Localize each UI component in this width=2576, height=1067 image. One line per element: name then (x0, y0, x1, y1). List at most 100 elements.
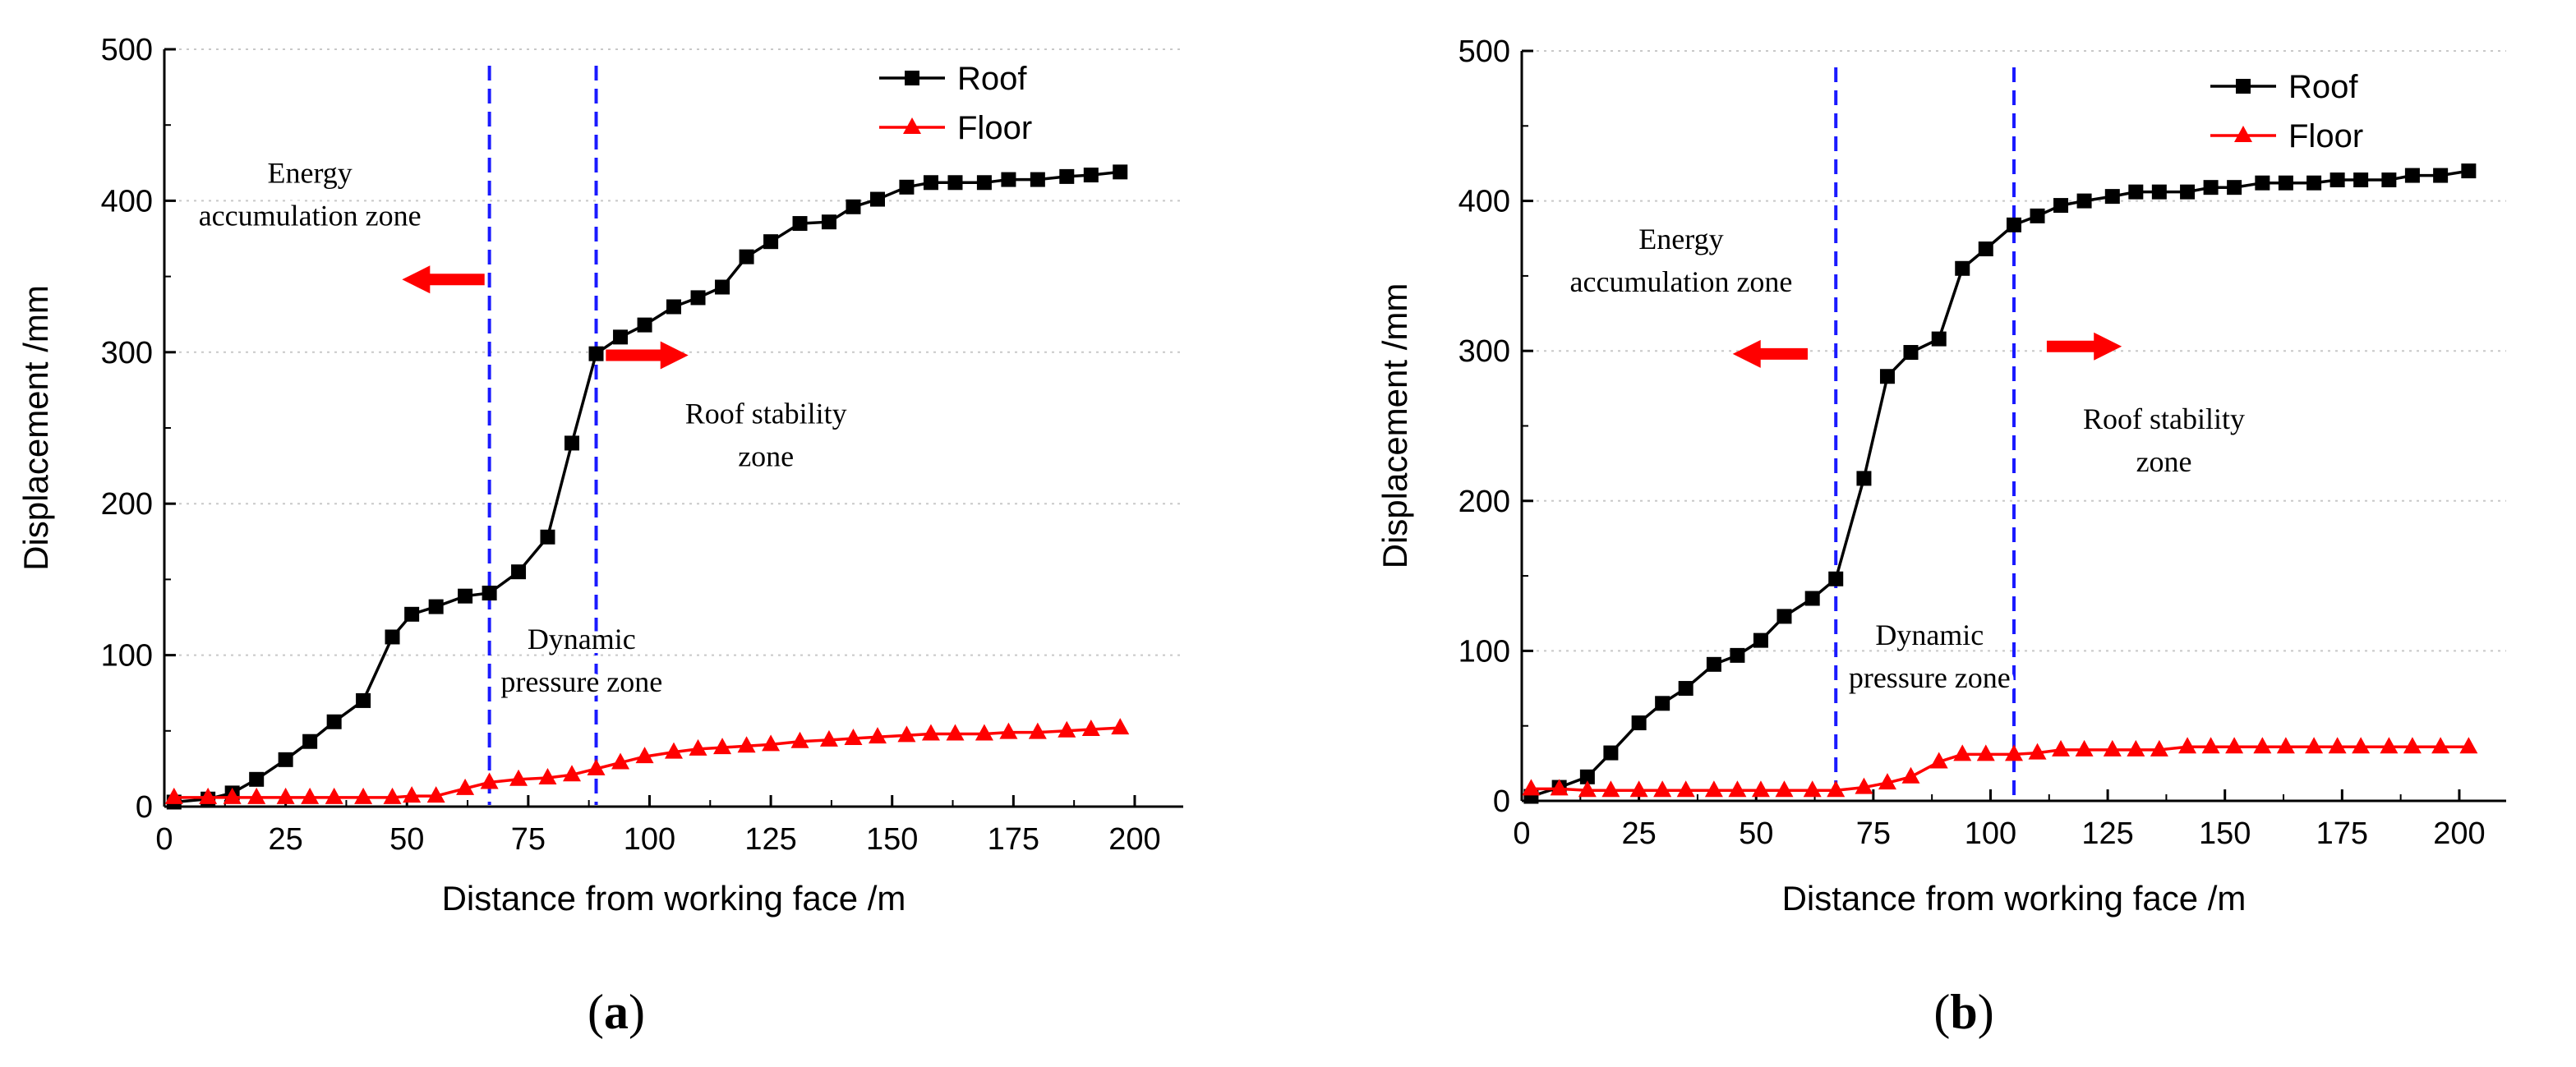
data-point-floor (1081, 719, 1100, 736)
data-point-roof (1113, 164, 1128, 180)
x-tick-label: 175 (2316, 816, 2368, 851)
x-tick-label: 50 (1739, 816, 1773, 851)
data-point-floor (2352, 737, 2371, 754)
data-point-floor (538, 767, 557, 784)
data-point-roof (2461, 163, 2477, 179)
data-point-roof (326, 714, 342, 729)
data-point-roof (715, 279, 730, 295)
data-point-roof (1828, 571, 1844, 586)
data-point-floor (897, 725, 916, 743)
y-tick-label: 200 (1459, 485, 1510, 519)
data-point-floor (563, 765, 581, 782)
data-point-roof (1955, 260, 1970, 276)
data-point-roof (404, 606, 420, 622)
data-point-roof (385, 629, 400, 645)
data-point-roof (821, 214, 836, 230)
data-point-floor (276, 787, 295, 804)
data-point-roof (2104, 189, 2120, 205)
data-point-floor (383, 787, 402, 804)
legend-marker-triangle-icon (903, 117, 921, 134)
zone-annotation: Dynamic (528, 623, 636, 655)
data-point-floor (611, 752, 630, 770)
zone-annotation: pressure zone (500, 665, 662, 698)
data-point-roof (511, 564, 527, 580)
data-point-floor (689, 738, 707, 756)
data-point-roof (540, 529, 555, 545)
data-point-floor (1550, 779, 1569, 796)
x-axis-title: Distance from working face /m (442, 879, 906, 918)
y-tick-label: 300 (1459, 334, 1510, 369)
panel-label: (b) (1933, 985, 1993, 1039)
data-point-floor (2276, 737, 2295, 754)
data-point-floor (1803, 780, 1822, 798)
y-tick-label: 500 (101, 33, 153, 67)
data-point-floor (975, 724, 993, 741)
data-point-roof (1753, 632, 1768, 648)
y-tick-label: 500 (1459, 34, 1510, 69)
data-point-roof (1804, 591, 1820, 606)
data-point-floor (2052, 739, 2071, 757)
x-tick-label: 125 (2081, 816, 2133, 851)
data-point-floor (1522, 779, 1541, 796)
legend-label: Roof (2288, 69, 2358, 105)
data-point-floor (2253, 737, 2272, 754)
data-point-floor (635, 747, 654, 764)
x-tick-label: 75 (1856, 816, 1891, 851)
x-tick-label: 150 (2199, 816, 2251, 851)
data-point-roof (1579, 769, 1595, 784)
data-point-floor (247, 787, 266, 804)
x-tick-label: 100 (1965, 816, 2016, 851)
data-point-floor (1855, 777, 1873, 794)
data-point-floor (762, 734, 781, 752)
data-point-floor (2431, 737, 2450, 754)
arrow-left-icon (1732, 339, 1808, 368)
data-point-floor (2328, 737, 2347, 754)
data-point-floor (844, 729, 863, 746)
data-point-roof (356, 692, 371, 708)
data-point-roof (1603, 745, 1619, 761)
data-point-roof (2306, 175, 2322, 191)
data-point-roof (1879, 369, 1895, 384)
x-tick-label: 25 (268, 822, 302, 857)
data-point-roof (2404, 168, 2420, 183)
data-point-floor (1111, 718, 1130, 735)
data-point-roof (2203, 180, 2219, 195)
data-point-floor (1775, 780, 1794, 798)
data-point-roof (1030, 172, 1045, 187)
data-point-floor (1953, 744, 1972, 761)
data-point-floor (1028, 722, 1047, 739)
data-point-roof (1978, 241, 1993, 257)
data-point-floor (2201, 737, 2220, 754)
y-tick-label: 100 (101, 639, 153, 674)
arrow-right-icon (2046, 332, 2122, 361)
data-point-roof (763, 234, 779, 250)
legend-label: Roof (957, 61, 1027, 97)
x-tick-label: 0 (155, 822, 173, 857)
data-point-floor (1676, 780, 1695, 798)
x-tick-label: 100 (624, 822, 675, 857)
data-point-floor (1058, 720, 1076, 738)
data-point-roof (1083, 168, 1099, 183)
data-point-roof (637, 317, 652, 333)
x-tick-label: 75 (511, 822, 546, 857)
data-point-floor (2075, 739, 2094, 757)
data-point-roof (2329, 172, 2345, 188)
data-point-roof (1776, 609, 1792, 624)
zone-annotation: Energy (1638, 223, 1723, 255)
x-tick-label: 150 (866, 822, 918, 857)
data-point-roof (947, 175, 963, 191)
data-point-floor (1601, 780, 1620, 798)
data-point-roof (666, 299, 681, 315)
data-point-roof (278, 752, 293, 767)
legend-label: Floor (2288, 118, 2363, 154)
data-point-roof (1730, 647, 1745, 663)
zone-annotation: zone (2136, 445, 2192, 478)
y-tick-label: 100 (1459, 634, 1510, 669)
data-point-floor (426, 786, 445, 803)
legend-label: Floor (957, 110, 1032, 146)
data-point-roof (2007, 217, 2021, 232)
data-point-roof (870, 191, 885, 207)
data-point-floor (790, 731, 809, 748)
data-point-roof (1059, 168, 1075, 184)
